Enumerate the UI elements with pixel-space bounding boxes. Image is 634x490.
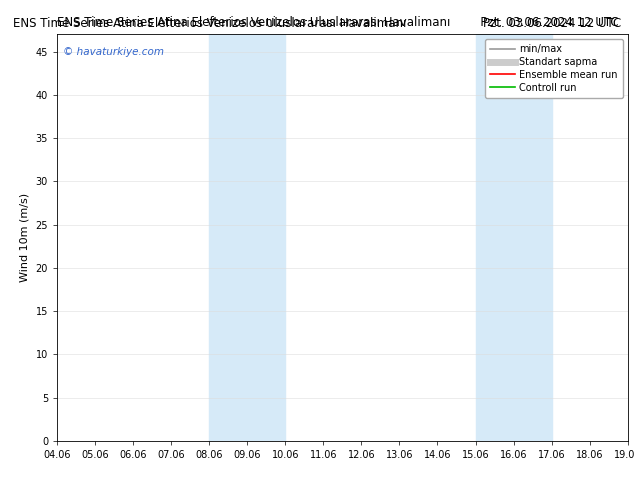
Text: © havaturkiye.com: © havaturkiye.com <box>63 47 164 56</box>
Text: ENS Time Series Atina Elefterios Venizelos Uluslararası Havalimanı: ENS Time Series Atina Elefterios Venizel… <box>13 17 406 30</box>
Text: Pzt. 03.06.2024 12 UTC: Pzt. 03.06.2024 12 UTC <box>483 17 621 30</box>
Bar <box>476 34 552 441</box>
Legend: min/max, Standart sapma, Ensemble mean run, Controll run: min/max, Standart sapma, Ensemble mean r… <box>486 39 623 98</box>
Text: ENS Time Series Atina Elefterios Venizelos Uluslararası Havalimanı        Pzt. 0: ENS Time Series Atina Elefterios Venizel… <box>57 16 619 29</box>
Y-axis label: Wind 10m (m/s): Wind 10m (m/s) <box>20 193 30 282</box>
Bar <box>209 34 285 441</box>
